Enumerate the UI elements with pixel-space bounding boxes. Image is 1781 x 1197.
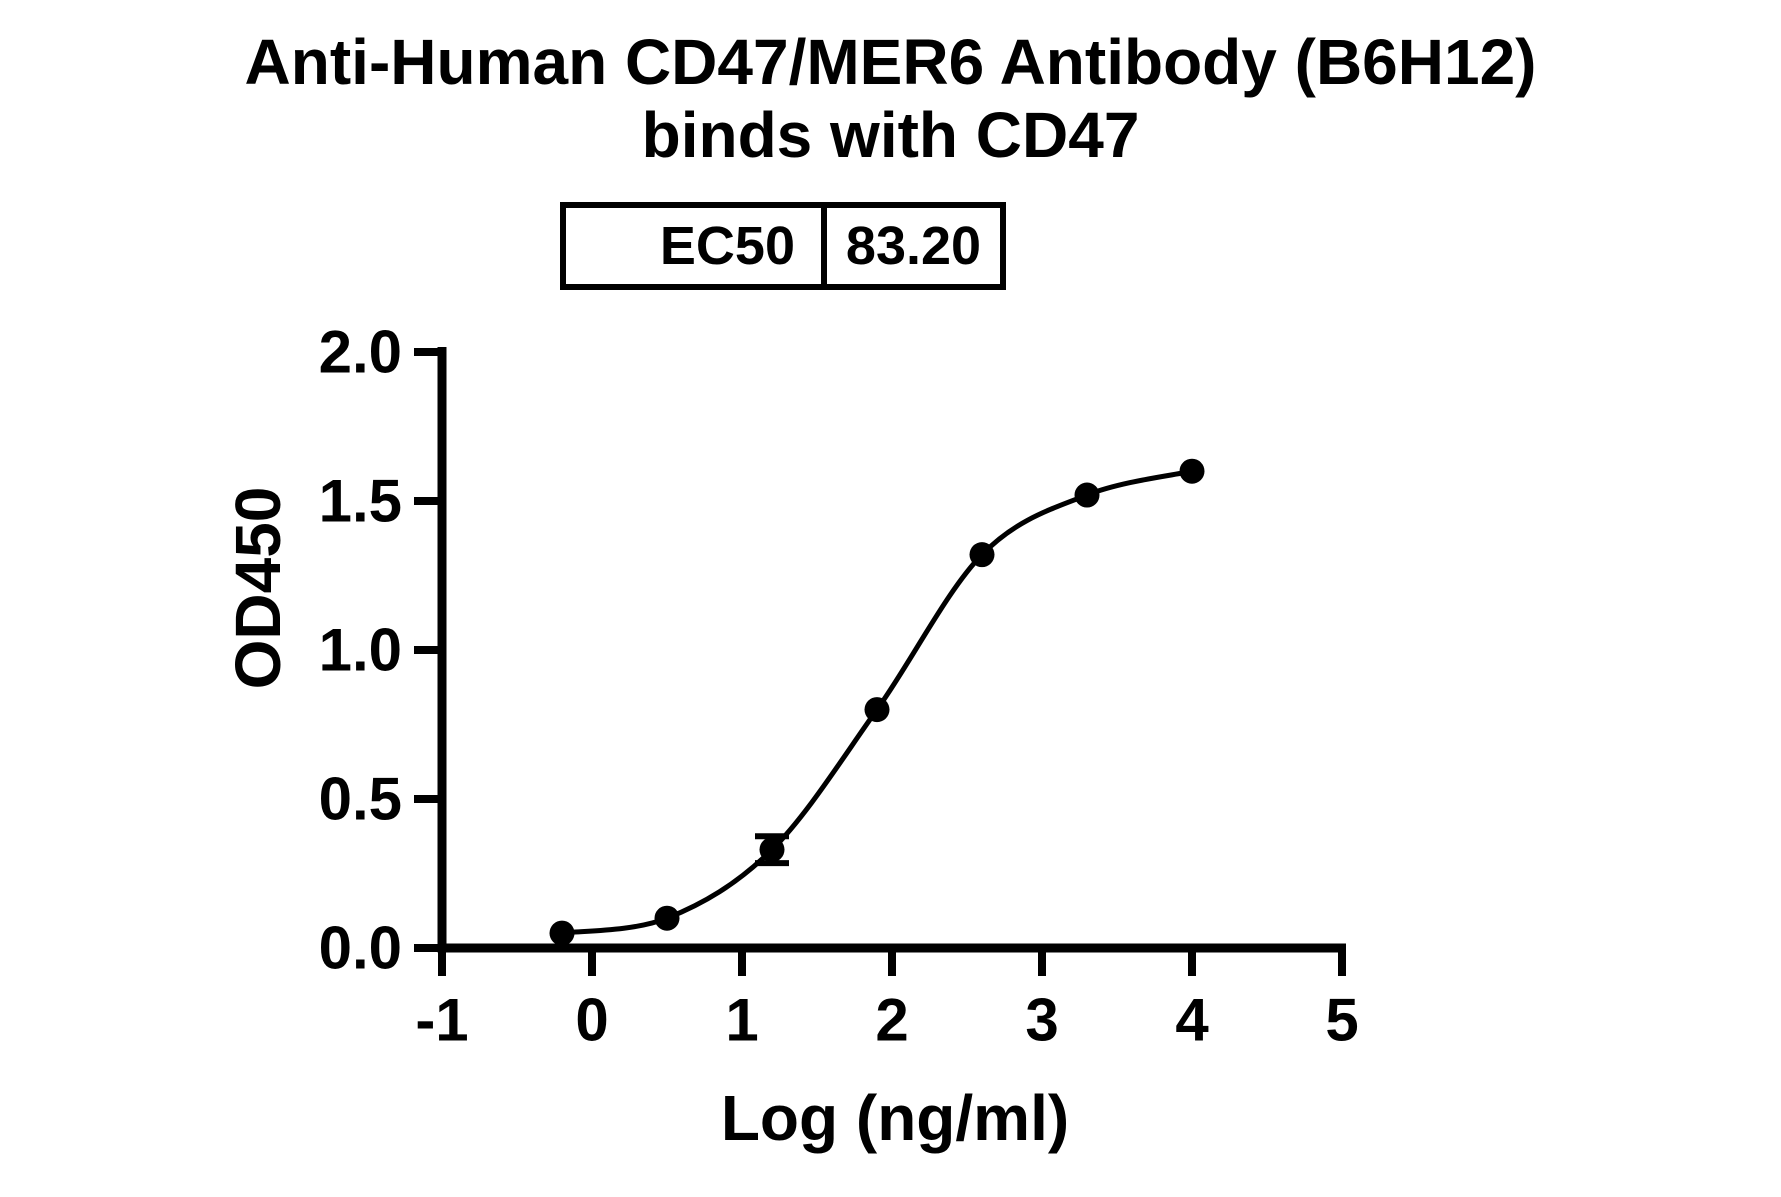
data-point-2: [759, 837, 785, 863]
y-tick-label-1.5: 1.5: [319, 468, 402, 535]
data-point-5: [1074, 482, 1100, 508]
data-point-0: [549, 920, 575, 946]
x-axis-label: Log (ng/ml): [720, 1082, 1070, 1154]
data-point-4: [969, 542, 995, 568]
x-tick-label-2: 2: [875, 987, 908, 1054]
x-tick-label--1: -1: [415, 987, 468, 1054]
y-tick-label-2.0: 2.0: [319, 319, 402, 386]
y-tick-label-0.0: 0.0: [319, 915, 402, 982]
data-point-1: [654, 905, 680, 931]
y-tick-label-0.5: 0.5: [319, 766, 402, 833]
ec50-table: EC50 83.20: [560, 202, 1006, 290]
ec50-value-cell: 83.20: [845, 216, 982, 276]
axes-frame: [437, 347, 1346, 953]
x-tick-label-5: 5: [1325, 987, 1358, 1054]
x-tick-label-4: 4: [1175, 987, 1209, 1054]
x-tick-label-0: 0: [575, 987, 608, 1054]
y-tick-label-1.0: 1.0: [319, 617, 402, 684]
x-tick-label-3: 3: [1025, 987, 1058, 1054]
x-tick-label-1: 1: [725, 987, 758, 1054]
chart-title-line1: Anti-Human CD47/MER6 Antibody (B6H12): [244, 26, 1537, 98]
data-point-3: [864, 697, 890, 723]
y-axis-label: OD450: [222, 486, 294, 690]
data-point-6: [1179, 458, 1205, 484]
chart-title-line2: binds with CD47: [641, 99, 1140, 171]
ec50-label-cell: EC50: [566, 208, 827, 284]
chart-title: Anti-Human CD47/MER6 Antibody (B6H12) bi…: [0, 26, 1781, 172]
